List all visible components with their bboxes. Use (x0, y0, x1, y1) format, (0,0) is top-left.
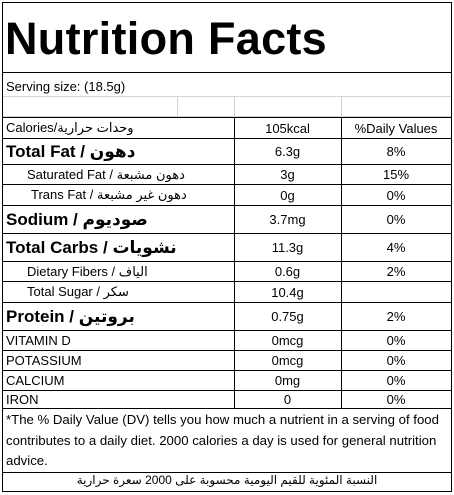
nutrient-amount: 11.3g (271, 240, 304, 255)
daily-value-footnote-arabic: النسبة المئوية للقيم اليومية محسوبة على … (76, 473, 378, 487)
table-row: Dietary Fibers / الياف 0.6g 2% (3, 262, 451, 281)
divider (3, 184, 451, 185)
nutrient-dv: 0% (386, 392, 406, 407)
divider (3, 205, 451, 206)
nutrient-label: Saturated Fat / دهون مشبعة (27, 166, 185, 182)
nutrient-amount: 0 (283, 392, 292, 407)
nutrient-amount: 0mg (274, 373, 301, 388)
table-row: Total Fat / دهون 6.3g 8% (3, 139, 451, 164)
nutrient-dv: 0% (386, 353, 406, 368)
nutrient-label: Protein / بروتين (6, 306, 135, 326)
grid-line (341, 97, 342, 116)
nutrient-label: Sodium / صوديوم (6, 209, 148, 229)
nutrient-label: VITAMIN D (6, 333, 71, 348)
divider (3, 138, 451, 139)
calories-value: 105kcal (265, 120, 310, 136)
grid-line (3, 116, 451, 117)
nutrient-amount: 0.6g (274, 264, 301, 279)
divider (3, 302, 451, 303)
nutrient-dv: 0% (386, 187, 406, 203)
divider (3, 281, 451, 282)
nutrient-label: POTASSIUM (6, 353, 82, 368)
divider (3, 330, 451, 331)
nutrient-amount: 3.7mg (269, 212, 306, 227)
daily-value-footnote: *The % Daily Value (DV) tells you how mu… (6, 412, 439, 468)
column-divider (341, 117, 342, 408)
serving-size-row: Serving size: (18.5g) (3, 76, 451, 96)
divider (3, 390, 451, 391)
nutrient-dv: 0% (386, 333, 406, 348)
nutrient-amount: 3g (280, 167, 295, 182)
nutrient-dv (341, 282, 451, 302)
table-row: Sodium / صوديوم 3.7mg 0% (3, 206, 451, 233)
serving-size-text: Serving size: (18.5g) (6, 78, 126, 94)
table-row: IRON 0 0% (3, 391, 451, 408)
nutrient-dv: 2% (386, 309, 406, 324)
table-row: Total Carbs / نشويات 11.3g 4% (3, 234, 451, 261)
divider (3, 472, 451, 473)
calories-header-row: Calories/وحدات حرارية 105kcal %Daily Val… (3, 118, 451, 138)
nutrient-dv: 0% (386, 212, 406, 227)
nutrient-amount: 0g (280, 187, 295, 203)
grid-line (177, 97, 178, 116)
nutrient-amount: 10.4g (271, 284, 304, 300)
divider (3, 370, 451, 371)
nutrient-label: Total Fat / دهون (6, 141, 136, 161)
table-row: Saturated Fat / دهون مشبعة 3g 15% (3, 165, 451, 184)
table-row: Trans Fat / دهون غير مشبعة 0g 0% (3, 185, 451, 205)
nutrient-label: Dietary Fibers / الياف (27, 263, 148, 279)
divider (3, 408, 451, 409)
grid-line (3, 96, 451, 97)
table-row: Protein / بروتين 0.75g 2% (3, 303, 451, 330)
table-row: POTASSIUM 0mcg 0% (3, 351, 451, 370)
divider (3, 164, 451, 165)
nutrient-dv: 0% (386, 373, 406, 388)
divider (3, 350, 451, 351)
nutrient-amount: 0.75g (271, 309, 304, 324)
table-row: Total Sugar / سكر 10.4g (3, 282, 451, 302)
column-divider (234, 117, 235, 408)
title-divider (3, 72, 451, 73)
label-title: Nutrition Facts (5, 13, 328, 64)
nutrient-dv: 2% (386, 264, 406, 279)
nutrient-dv: 15% (382, 167, 410, 182)
divider (3, 261, 451, 262)
grid-line (234, 97, 235, 116)
divider (3, 233, 451, 234)
table-row: VITAMIN D 0mcg 0% (3, 331, 451, 350)
table-row: CALCIUM 0mg 0% (3, 371, 451, 390)
daily-values-header: %Daily Values (354, 120, 438, 136)
nutrient-amount: 0mcg (271, 353, 304, 368)
nutrient-amount: 6.3g (274, 144, 301, 159)
nutrient-dv: 8% (386, 144, 406, 159)
divider (3, 117, 451, 118)
nutrient-dv: 4% (386, 240, 406, 255)
nutrient-label: Total Carbs / نشويات (6, 237, 177, 257)
nutrient-amount: 0mcg (271, 333, 304, 348)
nutrient-label: Trans Fat / دهون غير مشبعة (31, 187, 187, 202)
calories-label: Calories/وحدات حرارية (6, 120, 134, 135)
nutrient-label: CALCIUM (6, 373, 65, 388)
nutrient-label: Total Sugar / سكر (27, 284, 129, 299)
nutrient-label: IRON (6, 392, 39, 407)
